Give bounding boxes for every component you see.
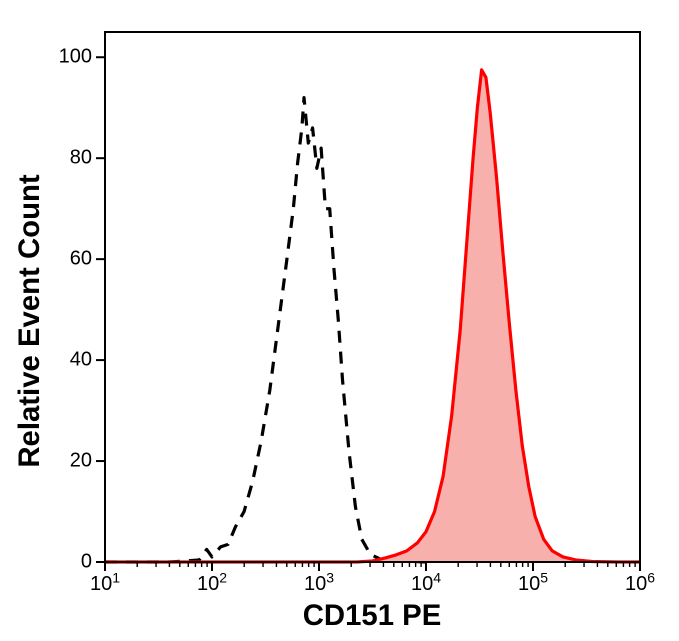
y-tick-label: 20 <box>70 450 92 473</box>
x-tick-label: 104 <box>411 573 441 596</box>
plot-area <box>105 32 640 562</box>
y-tick-label: 80 <box>70 147 92 170</box>
x-tick-label: 105 <box>518 573 548 596</box>
x-tick-label: 102 <box>197 573 227 596</box>
series-line-control <box>105 98 426 562</box>
y-tick-label: 60 <box>70 248 92 271</box>
y-tick-label: 0 <box>81 551 92 574</box>
y-tick-label: 100 <box>59 46 92 69</box>
x-axis-title: CD151 PE <box>303 599 442 633</box>
series-line-cd151-pe <box>105 70 640 562</box>
x-tick-label: 103 <box>304 573 334 596</box>
series-fill-cd151-pe <box>105 70 640 562</box>
plot-svg <box>105 32 640 562</box>
x-tick-label: 101 <box>90 573 120 596</box>
flow-cytometry-histogram: Relative Event Count CD151 PE 0 20 40 60 80 1… <box>0 0 679 641</box>
plot-border <box>105 32 640 562</box>
y-tick-label: 40 <box>70 349 92 372</box>
x-tick-label: 106 <box>625 573 655 596</box>
y-axis-title: Relative Event Count <box>13 174 47 467</box>
